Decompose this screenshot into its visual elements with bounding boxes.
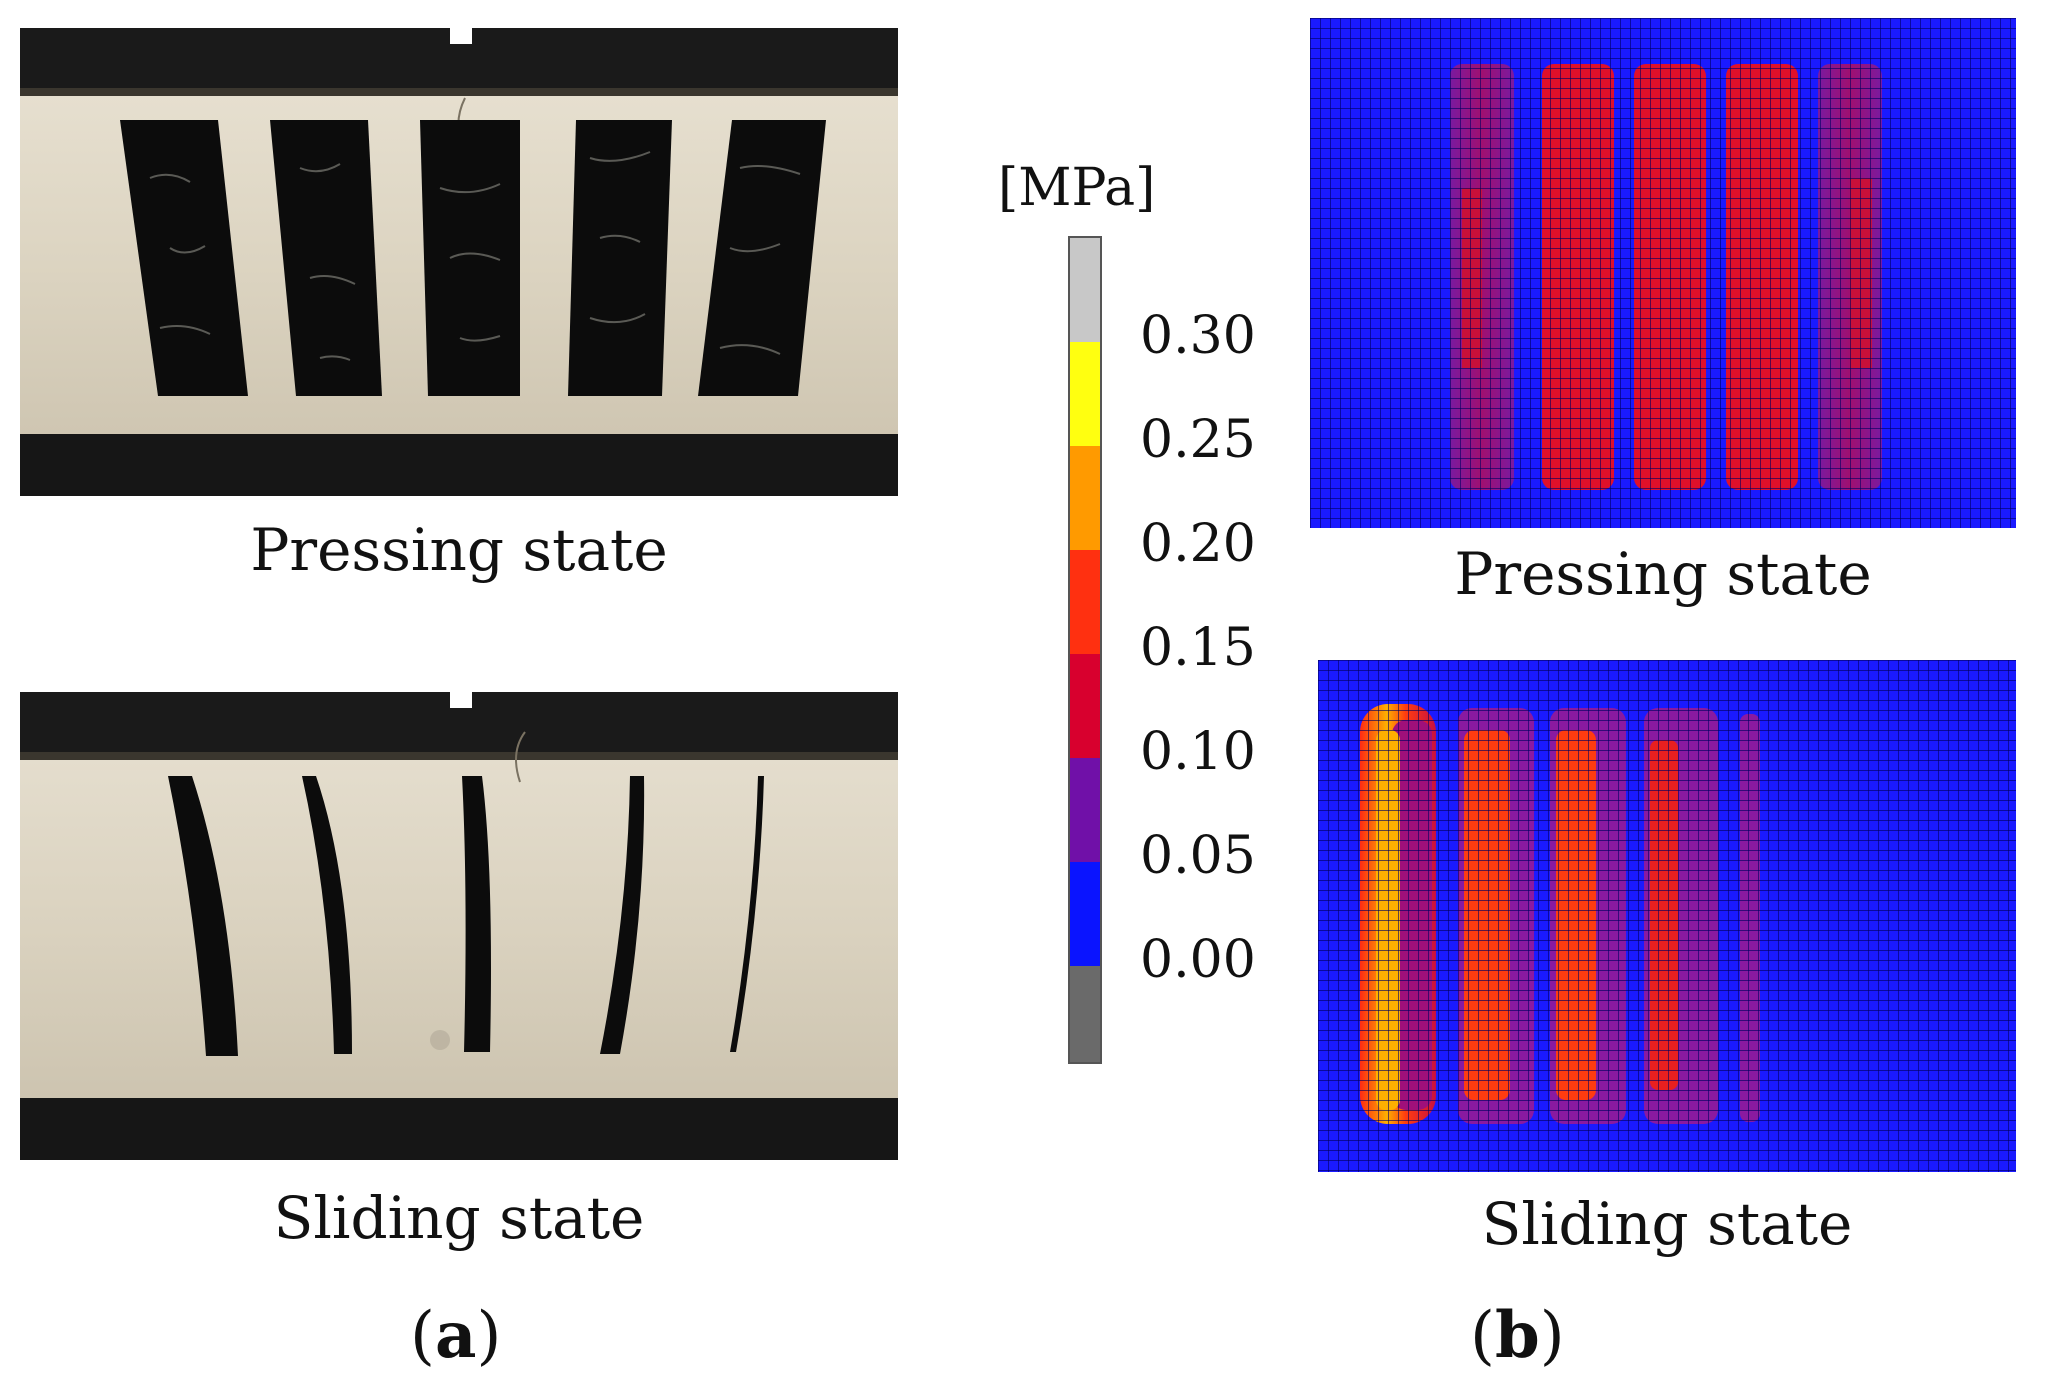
fem-sliding-state <box>1318 660 2016 1172</box>
colorbar-band-over <box>1070 238 1100 342</box>
colorbar-band-015-020 <box>1070 550 1100 654</box>
panel-b-label: (b) <box>1470 1298 1565 1373</box>
panel-b-label-close: ) <box>1539 1299 1565 1373</box>
photo-sliding-state <box>20 692 898 1160</box>
colorbar-band-000-005 <box>1070 862 1100 966</box>
colorbar-tick-015: 0.15 <box>1140 618 1256 678</box>
fem-pressing-caption: Pressing state <box>1454 540 1872 608</box>
photo-sliding-caption: Sliding state <box>273 1184 645 1252</box>
colorbar-tick-030: 0.30 <box>1140 306 1256 366</box>
photo-pressing-caption: Pressing state <box>250 516 668 584</box>
panel-a-label-letter: a <box>434 1298 477 1373</box>
panel-b-label-letter: b <box>1494 1298 1540 1373</box>
colorbar-tick-000: 0.00 <box>1140 930 1256 990</box>
colorbar-band-020-025 <box>1070 446 1100 550</box>
fem-pressing-state <box>1310 18 2016 528</box>
colorbar-unit: [MPa] <box>998 158 1156 218</box>
colorbar-band-under <box>1070 966 1100 1062</box>
panel-a-label-close: ) <box>476 1299 502 1373</box>
colorbar <box>1068 236 1102 1064</box>
colorbar-band-005-010 <box>1070 758 1100 862</box>
panel-a-label: (a) <box>410 1298 501 1373</box>
colorbar-band-025-030 <box>1070 342 1100 446</box>
panel-a-label-open: ( <box>410 1299 435 1373</box>
colorbar-tick-025: 0.25 <box>1140 410 1256 470</box>
photo-pressing-state <box>20 28 898 496</box>
colorbar-band-010-015 <box>1070 654 1100 758</box>
colorbar-tick-020: 0.20 <box>1140 514 1256 574</box>
colorbar-tick-010: 0.10 <box>1140 722 1256 782</box>
panel-b-label-open: ( <box>1470 1299 1495 1373</box>
colorbar-tick-005: 0.05 <box>1140 826 1256 886</box>
fem-sliding-caption: Sliding state <box>1481 1190 1853 1258</box>
